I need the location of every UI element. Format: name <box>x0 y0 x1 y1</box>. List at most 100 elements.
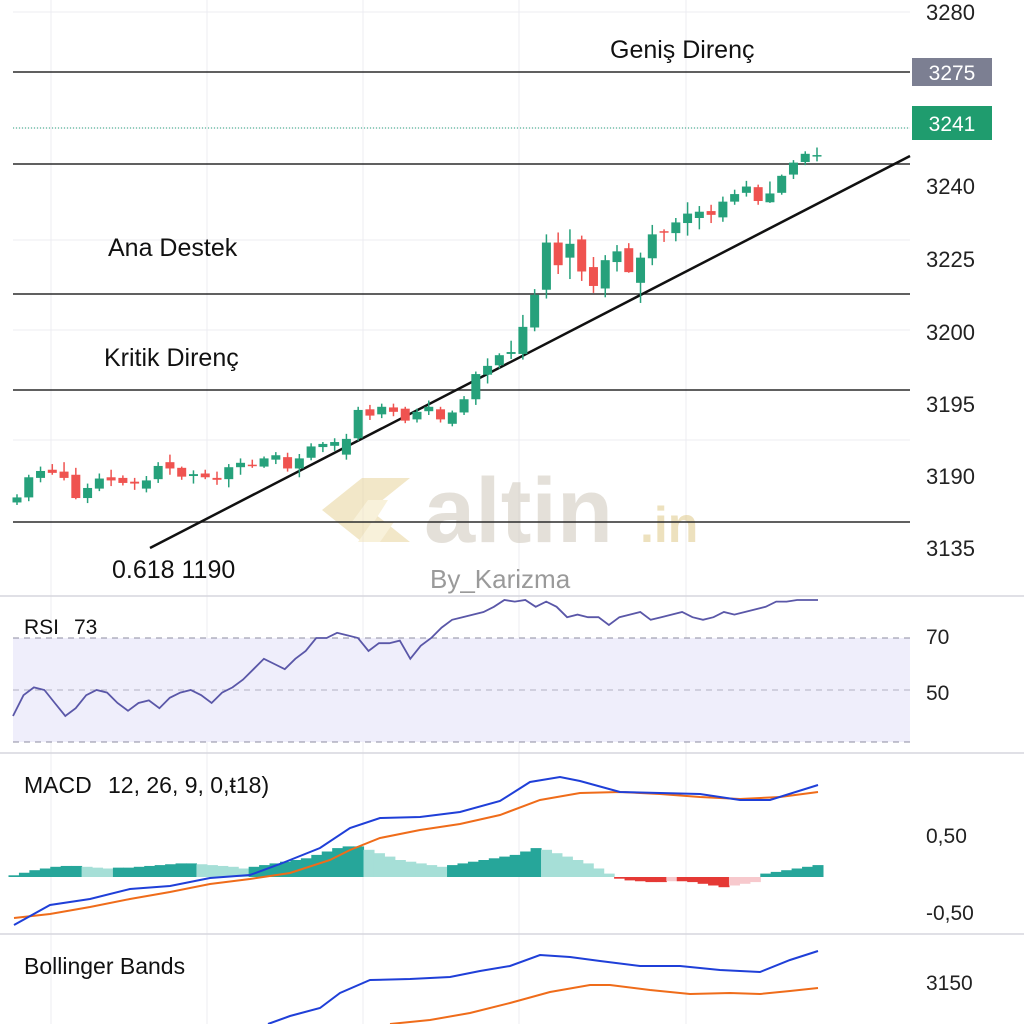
candle[interactable] <box>388 403 398 417</box>
candle-body <box>247 464 257 467</box>
candle[interactable] <box>506 340 516 359</box>
candle[interactable] <box>141 476 151 493</box>
candle[interactable] <box>530 289 540 332</box>
candle[interactable] <box>353 406 363 441</box>
candle[interactable] <box>12 494 22 505</box>
candle[interactable] <box>553 232 563 275</box>
candle[interactable] <box>212 471 222 485</box>
candle[interactable] <box>106 469 116 487</box>
candle[interactable] <box>118 475 128 486</box>
candle[interactable] <box>765 181 775 203</box>
candle[interactable] <box>800 151 810 166</box>
candle[interactable] <box>565 229 575 280</box>
candle[interactable] <box>706 204 716 224</box>
candle[interactable] <box>671 218 681 242</box>
macd-histogram-bar <box>551 853 563 877</box>
candle[interactable] <box>24 474 34 502</box>
candle[interactable] <box>283 452 293 472</box>
bollinger-upper-band[interactable] <box>267 950 819 1024</box>
candle[interactable] <box>47 464 57 475</box>
candle[interactable] <box>683 202 693 236</box>
candle[interactable] <box>412 408 422 423</box>
candle[interactable] <box>741 180 751 197</box>
candle-body <box>94 478 104 489</box>
candle[interactable] <box>600 255 610 298</box>
candle[interactable] <box>259 456 269 468</box>
candle[interactable] <box>518 314 528 360</box>
candle[interactable] <box>577 235 587 281</box>
candle[interactable] <box>188 470 198 484</box>
candle[interactable] <box>636 252 646 303</box>
rsi-value: 73 <box>74 616 97 639</box>
candle[interactable] <box>271 452 281 465</box>
macd-histogram-bar <box>812 865 824 877</box>
candle[interactable] <box>471 371 481 405</box>
candle[interactable] <box>83 483 93 504</box>
candle[interactable] <box>200 469 210 480</box>
candle[interactable] <box>224 464 234 488</box>
candle-body <box>565 243 575 258</box>
candle[interactable] <box>612 245 622 272</box>
candle[interactable] <box>459 396 469 415</box>
candle[interactable] <box>330 438 340 451</box>
candle[interactable] <box>341 433 351 460</box>
candle[interactable] <box>153 462 163 483</box>
candle[interactable] <box>400 406 410 424</box>
candle[interactable] <box>694 206 704 230</box>
candle[interactable] <box>424 400 434 415</box>
candle[interactable] <box>718 196 728 222</box>
macd-histogram-bar <box>373 853 385 877</box>
candle[interactable] <box>130 477 140 490</box>
candle[interactable] <box>377 403 387 419</box>
rsi-line[interactable] <box>12 599 818 718</box>
last-price-badge[interactable]: 3241 <box>912 106 992 140</box>
candle[interactable] <box>730 189 740 205</box>
candle[interactable] <box>436 406 446 423</box>
candle[interactable] <box>165 454 175 475</box>
candle[interactable] <box>236 458 246 475</box>
macd-pane[interactable]: MACD 12, 26, 9, 0,ŧ18) 0,50 -0,50 <box>8 772 974 926</box>
candle[interactable] <box>59 462 69 481</box>
bollinger-middle-band[interactable] <box>389 984 819 1024</box>
candle[interactable] <box>483 358 493 384</box>
candle[interactable] <box>447 410 457 427</box>
macd-histogram-bar <box>60 865 72 877</box>
price-axis[interactable]: 3280 3240 3225 3200 3195 3190 3135 <box>926 0 975 561</box>
candle-body <box>177 467 187 477</box>
macd-line[interactable] <box>13 775 819 926</box>
candle[interactable] <box>753 184 763 205</box>
candle[interactable] <box>71 467 81 500</box>
candle-body <box>659 231 669 233</box>
price-axis-label: 3240 <box>926 174 975 199</box>
candle[interactable] <box>294 453 304 478</box>
price-badge-3275[interactable]: 3275 <box>912 58 992 86</box>
candle[interactable] <box>588 257 598 293</box>
macd-histogram-bar <box>561 856 573 877</box>
candle[interactable] <box>788 160 798 179</box>
candle[interactable] <box>365 404 375 421</box>
macd-histogram-bar <box>196 864 208 877</box>
candlestick-series[interactable] <box>12 147 822 505</box>
candle[interactable] <box>659 229 669 242</box>
macd-signal-line[interactable] <box>13 790 819 919</box>
candle[interactable] <box>177 466 187 480</box>
candle[interactable] <box>777 174 787 195</box>
macd-histogram-bar <box>655 877 667 883</box>
macd-histogram-bar <box>802 866 814 877</box>
candle[interactable] <box>306 443 316 461</box>
candle[interactable] <box>247 459 257 468</box>
macd-histogram-bar <box>530 848 542 877</box>
candle-body <box>388 407 398 412</box>
trendline[interactable] <box>149 154 911 550</box>
candle[interactable] <box>318 442 328 453</box>
candle[interactable] <box>541 234 551 299</box>
candle[interactable] <box>812 147 822 162</box>
candle[interactable] <box>494 353 504 369</box>
candle[interactable] <box>624 243 634 273</box>
bollinger-pane[interactable]: Bollinger Bands 3150 <box>24 950 973 1024</box>
candle[interactable] <box>94 473 104 492</box>
candle[interactable] <box>36 466 46 483</box>
candle[interactable] <box>647 224 657 266</box>
rsi-pane[interactable]: RSI 73 70 50 <box>12 599 949 743</box>
